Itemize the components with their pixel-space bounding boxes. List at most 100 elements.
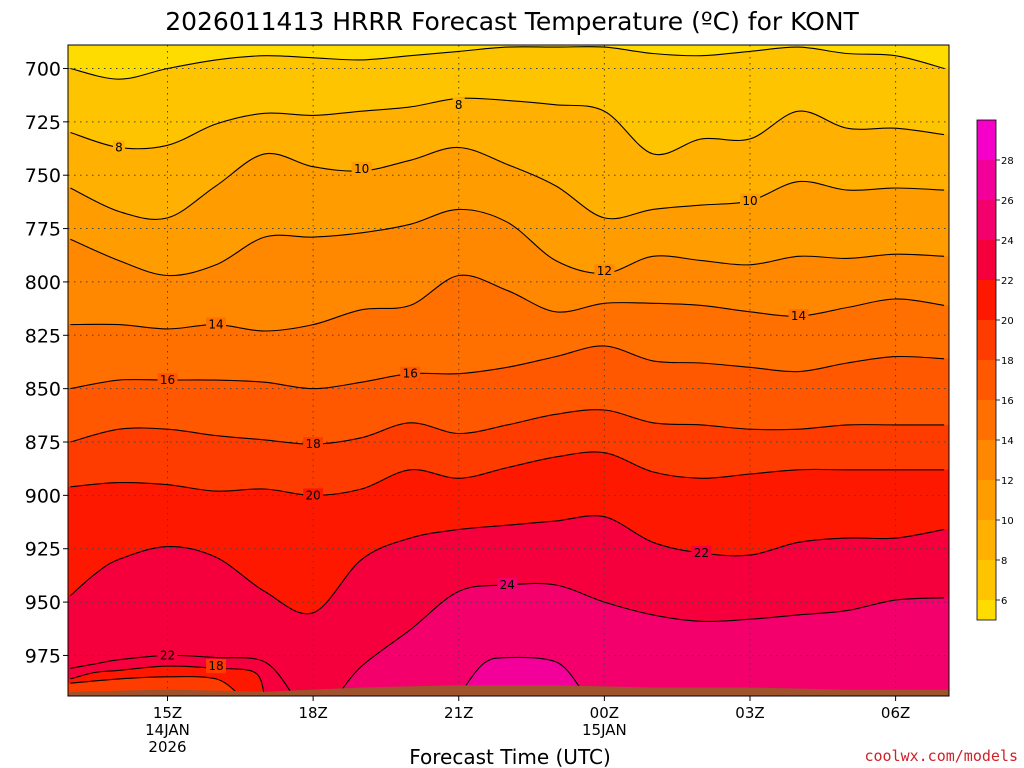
contour-label: 16 xyxy=(160,373,175,387)
contour-20 xyxy=(70,451,945,496)
contour-lines xyxy=(70,46,945,696)
credit-text: coolwx.com/models xyxy=(864,747,1018,765)
contour-label-bg xyxy=(788,309,809,324)
contour-label: 8 xyxy=(115,140,123,154)
colorbar-swatch xyxy=(977,120,996,160)
contour-label-bg xyxy=(497,578,518,593)
colorbar-swatch xyxy=(977,560,996,600)
colorbar-swatch xyxy=(977,280,996,320)
y-axis: 700 725 750 775 800 825 850 875 900 925 950 975 xyxy=(25,58,68,667)
contour-18 xyxy=(70,676,241,696)
x-tick-label: 2026 xyxy=(148,738,186,756)
plot-frame xyxy=(67,44,950,697)
colorbar-tick-label: 28 xyxy=(1001,156,1014,167)
terrain-surface xyxy=(68,685,949,696)
contour-label: 18 xyxy=(208,659,223,673)
plot-area: 8 8 10 10 12 14 14 16 16 18 20 22 24 22 18 xyxy=(68,45,949,696)
y-tick-label: 775 xyxy=(25,219,61,241)
colorbar-swatch xyxy=(977,320,996,360)
contour-10 xyxy=(70,146,945,220)
colorbar-swatch xyxy=(977,160,996,200)
contour-label: 12 xyxy=(597,264,612,278)
y-tick-label: 800 xyxy=(25,272,61,294)
contour-label: 14 xyxy=(791,309,806,323)
contour-label: 16 xyxy=(403,367,418,381)
contour-label-bg xyxy=(112,140,125,155)
colorbar-tick-label: 10 xyxy=(1001,516,1014,527)
contour-label-bg xyxy=(351,161,372,176)
y-tick-label: 900 xyxy=(25,485,61,507)
y-tick-label: 700 xyxy=(25,58,61,80)
colorbar-swatch xyxy=(977,200,996,240)
contour-label-bg xyxy=(157,373,178,388)
x-tick-label: 15JAN xyxy=(582,721,627,739)
contour-label-bg xyxy=(157,648,178,663)
contour-20 xyxy=(70,665,266,696)
contour-6 xyxy=(70,46,945,80)
x-tick-label: 03Z xyxy=(735,704,764,722)
contour-8 xyxy=(70,97,945,156)
colorbar-tick-label: 18 xyxy=(1001,356,1014,367)
x-axis-label: Forecast Time (UTC) xyxy=(409,745,611,768)
colorbar-tick-label: 14 xyxy=(1001,436,1014,447)
contour-22 xyxy=(70,515,945,615)
colorbar-swatch xyxy=(977,240,996,280)
colorbar-tick-label: 24 xyxy=(1001,236,1014,247)
chart-title: 2026011413 HRRR Forecast Temperature (ºC… xyxy=(165,7,859,36)
colorbar-swatch xyxy=(977,600,996,620)
contour-label: 20 xyxy=(305,488,320,502)
contour-label-bg xyxy=(594,264,615,279)
y-tick-label: 875 xyxy=(25,432,61,454)
colorbar-swatch xyxy=(977,440,996,480)
y-tick-label: 825 xyxy=(25,325,61,347)
terrain xyxy=(68,685,949,696)
colorbar-tick-label: 6 xyxy=(1001,596,1007,607)
colorbar-frame xyxy=(976,119,997,621)
x-tick-label: 14JAN xyxy=(145,721,190,739)
contour-label: 10 xyxy=(742,194,757,208)
colorbar-swatch xyxy=(977,520,996,560)
colorbar-tick-label: 16 xyxy=(1001,396,1014,407)
contour-label: 22 xyxy=(160,648,175,662)
x-tick-label: 06Z xyxy=(881,704,910,722)
y-tick-label: 725 xyxy=(25,112,61,134)
contour-26 xyxy=(458,656,581,696)
contour-label-bg xyxy=(303,488,324,503)
x-tick-label: 15Z xyxy=(153,704,182,722)
contour-labels: 8 8 10 10 12 14 14 16 16 18 20 22 24 22 18 xyxy=(112,97,809,674)
temperature-bands xyxy=(68,45,949,696)
y-tick-label: 750 xyxy=(25,165,61,187)
y-tick-label: 850 xyxy=(25,379,61,401)
y-tick-label: 975 xyxy=(25,645,61,667)
contour-12 xyxy=(70,208,945,277)
contour-label: 8 xyxy=(455,98,463,112)
colorbar-tick-label: 20 xyxy=(1001,316,1014,327)
contour-label: 14 xyxy=(208,318,223,332)
contour-label-bg xyxy=(303,437,324,452)
colorbar-tick-label: 26 xyxy=(1001,196,1014,207)
contour-18 xyxy=(70,409,945,445)
contour-label: 10 xyxy=(354,162,369,176)
contour-label: 24 xyxy=(500,578,515,592)
x-tick-label: 18Z xyxy=(298,704,327,722)
x-tick-label: 00Z xyxy=(590,704,619,722)
colorbar: 6 8 10 12 14 16 18 20 22 24 26 28 xyxy=(976,119,1014,621)
contour-label: 18 xyxy=(305,437,320,451)
contour-label: 22 xyxy=(694,546,709,560)
contour-16 xyxy=(70,345,945,390)
colorbar-tick-label: 22 xyxy=(1001,276,1014,287)
y-tick-label: 925 xyxy=(25,539,61,561)
colorbar-swatch xyxy=(977,360,996,400)
colorbar-tick-label: 8 xyxy=(1001,556,1007,567)
colorbar-tick-label: 12 xyxy=(1001,476,1014,487)
contour-label-bg xyxy=(452,97,465,112)
y-tick-label: 950 xyxy=(25,592,61,614)
colorbar-swatch xyxy=(977,400,996,440)
contour-24 xyxy=(336,582,945,696)
contour-label-bg xyxy=(691,545,712,560)
colorbar-swatch xyxy=(977,480,996,520)
grid-lines xyxy=(68,45,949,696)
contour-label-bg xyxy=(206,659,227,674)
x-tick-label: 21Z xyxy=(444,704,473,722)
